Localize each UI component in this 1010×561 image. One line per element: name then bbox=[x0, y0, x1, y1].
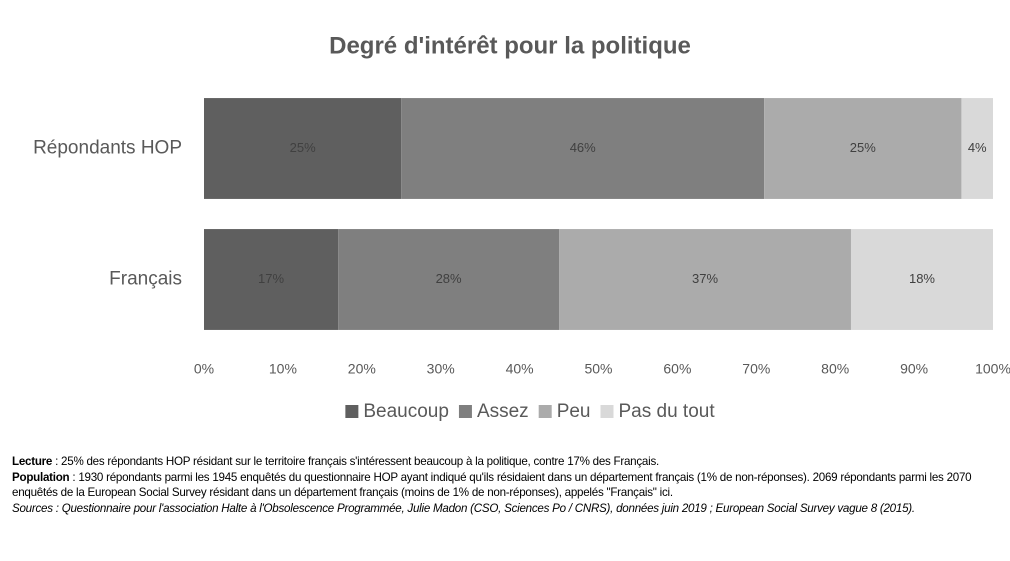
x-tick-label: 90% bbox=[900, 361, 928, 377]
chart-title: Degré d'intérêt pour la politique bbox=[329, 32, 691, 59]
note-text: : 1930 répondants parmi les 1945 enquêté… bbox=[12, 470, 972, 500]
data-label: 17% bbox=[258, 271, 284, 286]
x-tick-label: 60% bbox=[663, 361, 691, 377]
note-label: Sources bbox=[12, 501, 53, 515]
bar-segment bbox=[338, 229, 560, 330]
legend-swatch bbox=[345, 405, 359, 418]
note-label: Lecture bbox=[12, 455, 53, 468]
note-label: Population bbox=[12, 470, 70, 484]
data-label: 25% bbox=[290, 140, 316, 155]
note-text: : Questionnaire pour l'association Halte… bbox=[52, 501, 915, 515]
legend-label: Pas du tout bbox=[619, 401, 716, 422]
note: Population : 1930 répondants parmi les 1… bbox=[12, 470, 997, 501]
chart: Degré d'intérêt pour la politique 0% 10% 2… bbox=[33, 32, 1010, 422]
bar-segment bbox=[850, 229, 993, 330]
bar-segment bbox=[559, 229, 851, 330]
data-label: 4% bbox=[968, 140, 987, 155]
note: Sources : Questionnaire pour l'associati… bbox=[12, 501, 997, 517]
legend-label: Beaucoup bbox=[363, 401, 449, 422]
x-tick-label: 0% bbox=[194, 361, 214, 377]
x-tick-label: 10% bbox=[269, 361, 297, 377]
bar-segment bbox=[764, 98, 962, 199]
legend-label: Assez bbox=[477, 401, 529, 422]
x-tick-label: 70% bbox=[742, 361, 770, 377]
bar-segment bbox=[961, 98, 993, 199]
note: Lecture : 25% des répondants HOP résidan… bbox=[12, 454, 997, 470]
bar-segment bbox=[401, 98, 765, 199]
x-tick-label: 20% bbox=[348, 361, 376, 377]
x-tick-label: 40% bbox=[506, 361, 534, 377]
legend-swatch bbox=[600, 405, 614, 418]
x-tick-label: 30% bbox=[427, 361, 455, 377]
data-label: 46% bbox=[570, 140, 596, 155]
legend-swatch bbox=[458, 405, 472, 418]
data-label: 25% bbox=[850, 140, 876, 155]
x-tick-label: 100% bbox=[975, 361, 1010, 377]
notes: Lecture : 25% des répondants HOP résidan… bbox=[12, 454, 997, 516]
bar-segment bbox=[204, 229, 339, 330]
x-tick-label: 50% bbox=[584, 361, 612, 377]
note-text: : 25% des répondants HOP résidant sur le… bbox=[52, 455, 659, 468]
y-tick-label: Répondants HOP bbox=[33, 138, 182, 159]
x-tick-label: 80% bbox=[821, 361, 849, 377]
data-label: 37% bbox=[692, 271, 718, 286]
legend-label: Peu bbox=[557, 401, 591, 422]
data-label: 28% bbox=[436, 271, 462, 286]
legend-swatch bbox=[538, 405, 552, 418]
y-tick-label: Français bbox=[109, 269, 182, 290]
bar-segment bbox=[204, 98, 402, 199]
data-label: 18% bbox=[909, 271, 935, 286]
